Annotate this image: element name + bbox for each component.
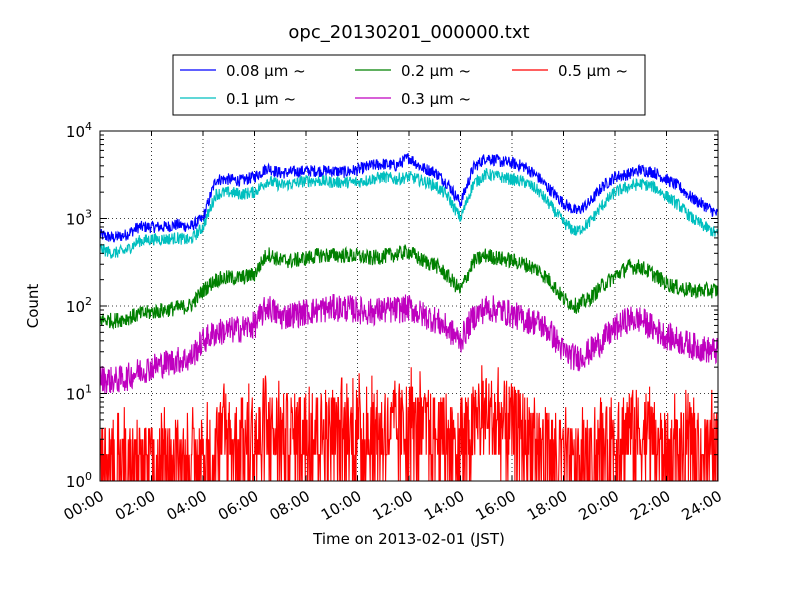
x-axis-label: Time on 2013-02-01 (JST) [312, 530, 505, 548]
legend-label: 0.3 μm ~ [401, 90, 471, 108]
y-tick-base: 10 [66, 473, 85, 491]
y-tick-base: 10 [66, 298, 85, 316]
plot-lines [100, 152, 718, 481]
y-tick-exponent: 2 [85, 295, 92, 308]
y-tick-base: 10 [66, 211, 85, 229]
legend-label: 0.1 μm ~ [226, 90, 296, 108]
y-axis-label: Count [24, 284, 42, 329]
legend: 0.08 μm ~ 0.1 μm ~ 0.2 μm ~ 0.3 μm ~ 0.5 μm … [172, 54, 646, 116]
legend-label: 0.2 μm ~ [401, 62, 471, 80]
y-tick-exponent: 4 [85, 120, 92, 133]
chart-title: opc_20130201_000000.txt [288, 22, 529, 43]
legend-label: 0.5 μm ~ [558, 62, 628, 80]
series-line [100, 244, 718, 330]
series-line [100, 293, 718, 394]
y-tick-label: 103 [66, 208, 92, 229]
y-tick-base: 10 [66, 386, 85, 404]
y-tick-base: 10 [66, 123, 85, 141]
y-tick-label: 100 [66, 470, 92, 491]
y-tick-label: 102 [66, 295, 92, 316]
y-tick-exponent: 0 [85, 470, 92, 483]
y-tick-exponent: 1 [85, 383, 92, 396]
series-line [100, 365, 718, 481]
y-tick-label: 101 [66, 383, 92, 404]
legend-frame [172, 54, 646, 116]
y-tick-exponent: 3 [85, 208, 92, 221]
series-line [100, 168, 718, 259]
series-line [100, 152, 718, 243]
legend-label: 0.08 μm ~ [226, 62, 306, 80]
y-tick-label: 104 [66, 120, 92, 141]
